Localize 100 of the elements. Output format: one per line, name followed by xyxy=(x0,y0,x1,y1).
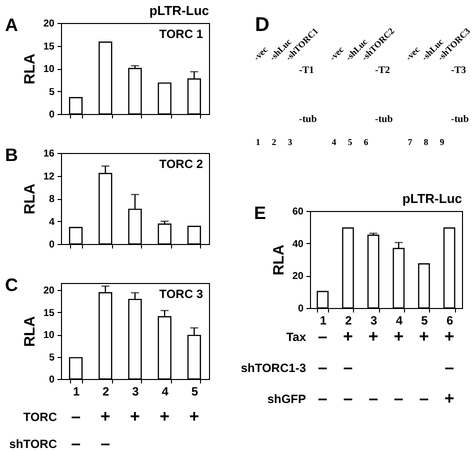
category-label: 9 xyxy=(440,137,445,147)
chart-title: B xyxy=(5,145,18,165)
text: -vec xyxy=(327,44,346,63)
text: -T1 xyxy=(299,65,314,76)
x-tick-label: 4 xyxy=(396,314,403,328)
text: + xyxy=(444,327,454,346)
bar xyxy=(367,234,380,309)
text: -vec xyxy=(403,44,422,63)
text: – xyxy=(368,389,378,408)
text: shTORC xyxy=(9,437,58,451)
text: -vec xyxy=(251,44,270,63)
x-tick-label: 1 xyxy=(320,314,327,328)
y-tick-label: 15 xyxy=(43,308,55,319)
bar xyxy=(316,290,329,309)
bar xyxy=(68,226,83,245)
text: + xyxy=(368,327,378,346)
y-tick-label: 8 xyxy=(48,194,55,205)
y-tick-label: 20 xyxy=(292,271,304,282)
x-tick-label: 5 xyxy=(421,314,428,328)
x-tick-label: 2 xyxy=(102,384,110,398)
text: shTORC1-3 xyxy=(240,361,306,375)
bar xyxy=(68,97,83,115)
y-tick-label: 10 xyxy=(43,330,55,342)
x-tick-label: 5 xyxy=(191,384,198,398)
category-label: 1 xyxy=(256,137,261,147)
bar xyxy=(158,223,172,245)
text: -tub xyxy=(299,114,318,125)
category-label: 2 xyxy=(272,137,277,147)
bar xyxy=(187,226,202,245)
text: – xyxy=(394,389,404,408)
y-tick-label: 20 xyxy=(43,18,55,30)
text: D xyxy=(255,14,270,36)
y-tick-label: 0 xyxy=(48,240,55,250)
text: + xyxy=(419,327,430,346)
chart-title: A xyxy=(5,15,18,35)
y-tick-label: 40 xyxy=(292,238,304,250)
text: + xyxy=(100,407,110,426)
bar xyxy=(342,227,354,309)
text: -tub xyxy=(451,114,470,125)
y-tick-label: 20 xyxy=(43,286,55,297)
text: – xyxy=(318,327,328,346)
y-tick-label: 10 xyxy=(43,64,55,75)
text: + xyxy=(189,407,200,426)
y-axis-title: RLA xyxy=(21,53,38,84)
text: + xyxy=(160,407,170,426)
text: pLTR-Luc xyxy=(149,3,209,18)
y-tick-label: 0 xyxy=(298,304,304,314)
y-tick-label: 0 xyxy=(48,374,55,386)
y-tick-label: 5 xyxy=(48,86,55,98)
y-tick-label: 12 xyxy=(43,171,55,182)
text: – xyxy=(419,389,429,408)
y-axis-title: RLA xyxy=(270,244,288,276)
text: + xyxy=(394,327,404,346)
x-tick-label: 6 xyxy=(446,314,454,328)
chart-subtitle: TORC 3 xyxy=(159,287,204,301)
bar xyxy=(418,263,430,309)
bar xyxy=(128,68,142,115)
text: + xyxy=(444,389,454,408)
text: – xyxy=(71,434,81,452)
chart-subtitle: TORC 1 xyxy=(159,27,204,41)
text: + xyxy=(343,327,354,346)
category-label: 3 xyxy=(288,137,293,147)
x-tick-label: 1 xyxy=(72,384,80,398)
bar xyxy=(68,357,83,380)
bar xyxy=(443,227,456,309)
chart-title: C xyxy=(5,275,18,295)
text: – xyxy=(343,358,353,377)
bar xyxy=(158,82,172,115)
y-tick-label: 4 xyxy=(48,216,55,228)
text: Tax xyxy=(286,330,306,344)
y-tick-label: 15 xyxy=(43,41,55,52)
text: – xyxy=(71,407,81,426)
y-tick-label: 60 xyxy=(292,206,304,218)
y-axis-title: RLA xyxy=(21,183,38,214)
text: – xyxy=(100,434,110,452)
text: TORC xyxy=(23,410,58,424)
y-axis-title: RLA xyxy=(21,316,38,347)
text: -tub xyxy=(375,114,394,125)
text: – xyxy=(318,358,328,377)
category-label: 6 xyxy=(364,137,369,147)
text: pLTR-Luc xyxy=(402,191,462,206)
x-tick-label: 2 xyxy=(345,314,352,328)
text: + xyxy=(130,407,140,426)
chart-title: E xyxy=(254,203,266,223)
text: shGFP xyxy=(267,392,306,406)
text: – xyxy=(318,389,328,408)
text: -T3 xyxy=(451,65,466,76)
category-label: 5 xyxy=(348,137,353,147)
x-tick-label: 3 xyxy=(370,314,378,328)
text: – xyxy=(444,358,454,377)
text: -T2 xyxy=(375,65,390,76)
bar xyxy=(98,42,112,115)
text: – xyxy=(343,389,353,408)
chart-subtitle: TORC 2 xyxy=(159,157,204,171)
y-tick-label: 16 xyxy=(43,148,55,160)
x-tick-label: 3 xyxy=(132,384,140,398)
category-label: 4 xyxy=(332,137,337,147)
x-tick-label: 4 xyxy=(162,384,169,398)
category-label: 8 xyxy=(424,137,429,147)
category-label: 7 xyxy=(408,137,413,147)
